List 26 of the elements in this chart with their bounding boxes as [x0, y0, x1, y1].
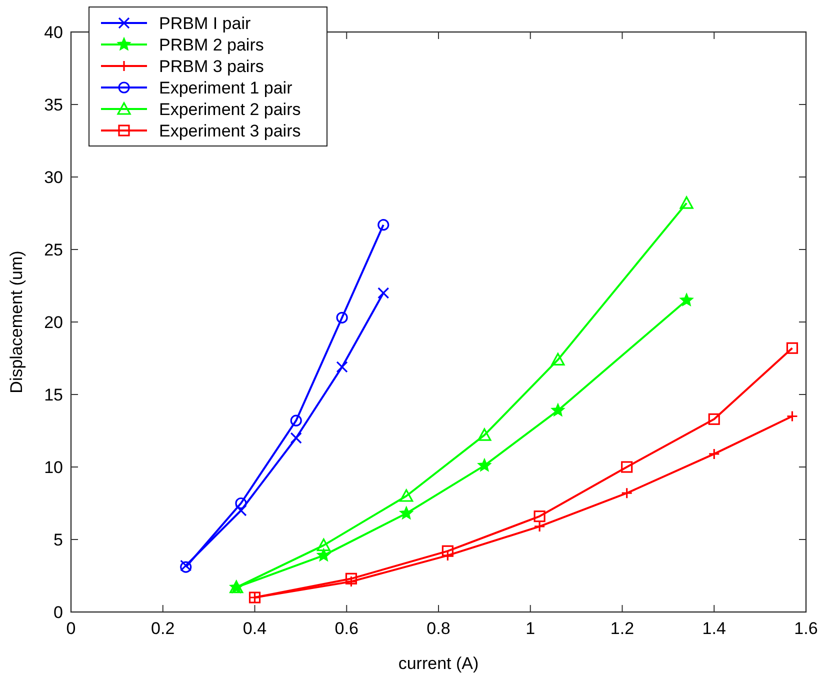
y-tick-label: 20 [44, 313, 63, 332]
y-tick-label: 35 [44, 96, 63, 114]
x-tick-label: 0.4 [242, 619, 267, 638]
legend-label: PRBM 3 pairs [159, 57, 264, 76]
x-tick-label: 0.8 [426, 619, 450, 638]
y-axis-title: Displacement (um) [7, 250, 26, 394]
legend-label: PRBM 2 pairs [159, 36, 264, 54]
x-tick-label: 1.6 [794, 619, 818, 638]
x-axis-title: current (A) [398, 654, 479, 673]
x-tick-label: 1 [526, 619, 536, 638]
x-tick-label: 0.2 [151, 619, 175, 638]
y-tick-label: 30 [44, 168, 63, 187]
legend-label: Experiment 2 pairs [159, 100, 301, 119]
x-tick-label: 1.4 [702, 619, 726, 638]
y-tick-label: 5 [54, 530, 63, 550]
y-tick-label: 15 [44, 386, 63, 404]
y-tick-label: 0 [54, 603, 63, 622]
x-tick-label: 0 [66, 619, 76, 638]
legend-label: Experiment 1 pair [159, 78, 293, 98]
x-tick-label: 1.2 [610, 619, 634, 638]
x-tick-label: 0.6 [334, 619, 358, 638]
legend-label: PRBM I pair [159, 14, 251, 33]
y-tick-label: 25 [44, 240, 63, 260]
y-tick-label: 40 [44, 23, 63, 42]
y-tick-label: 10 [44, 458, 63, 477]
legend-label: Experiment 3 pairs [159, 122, 301, 140]
